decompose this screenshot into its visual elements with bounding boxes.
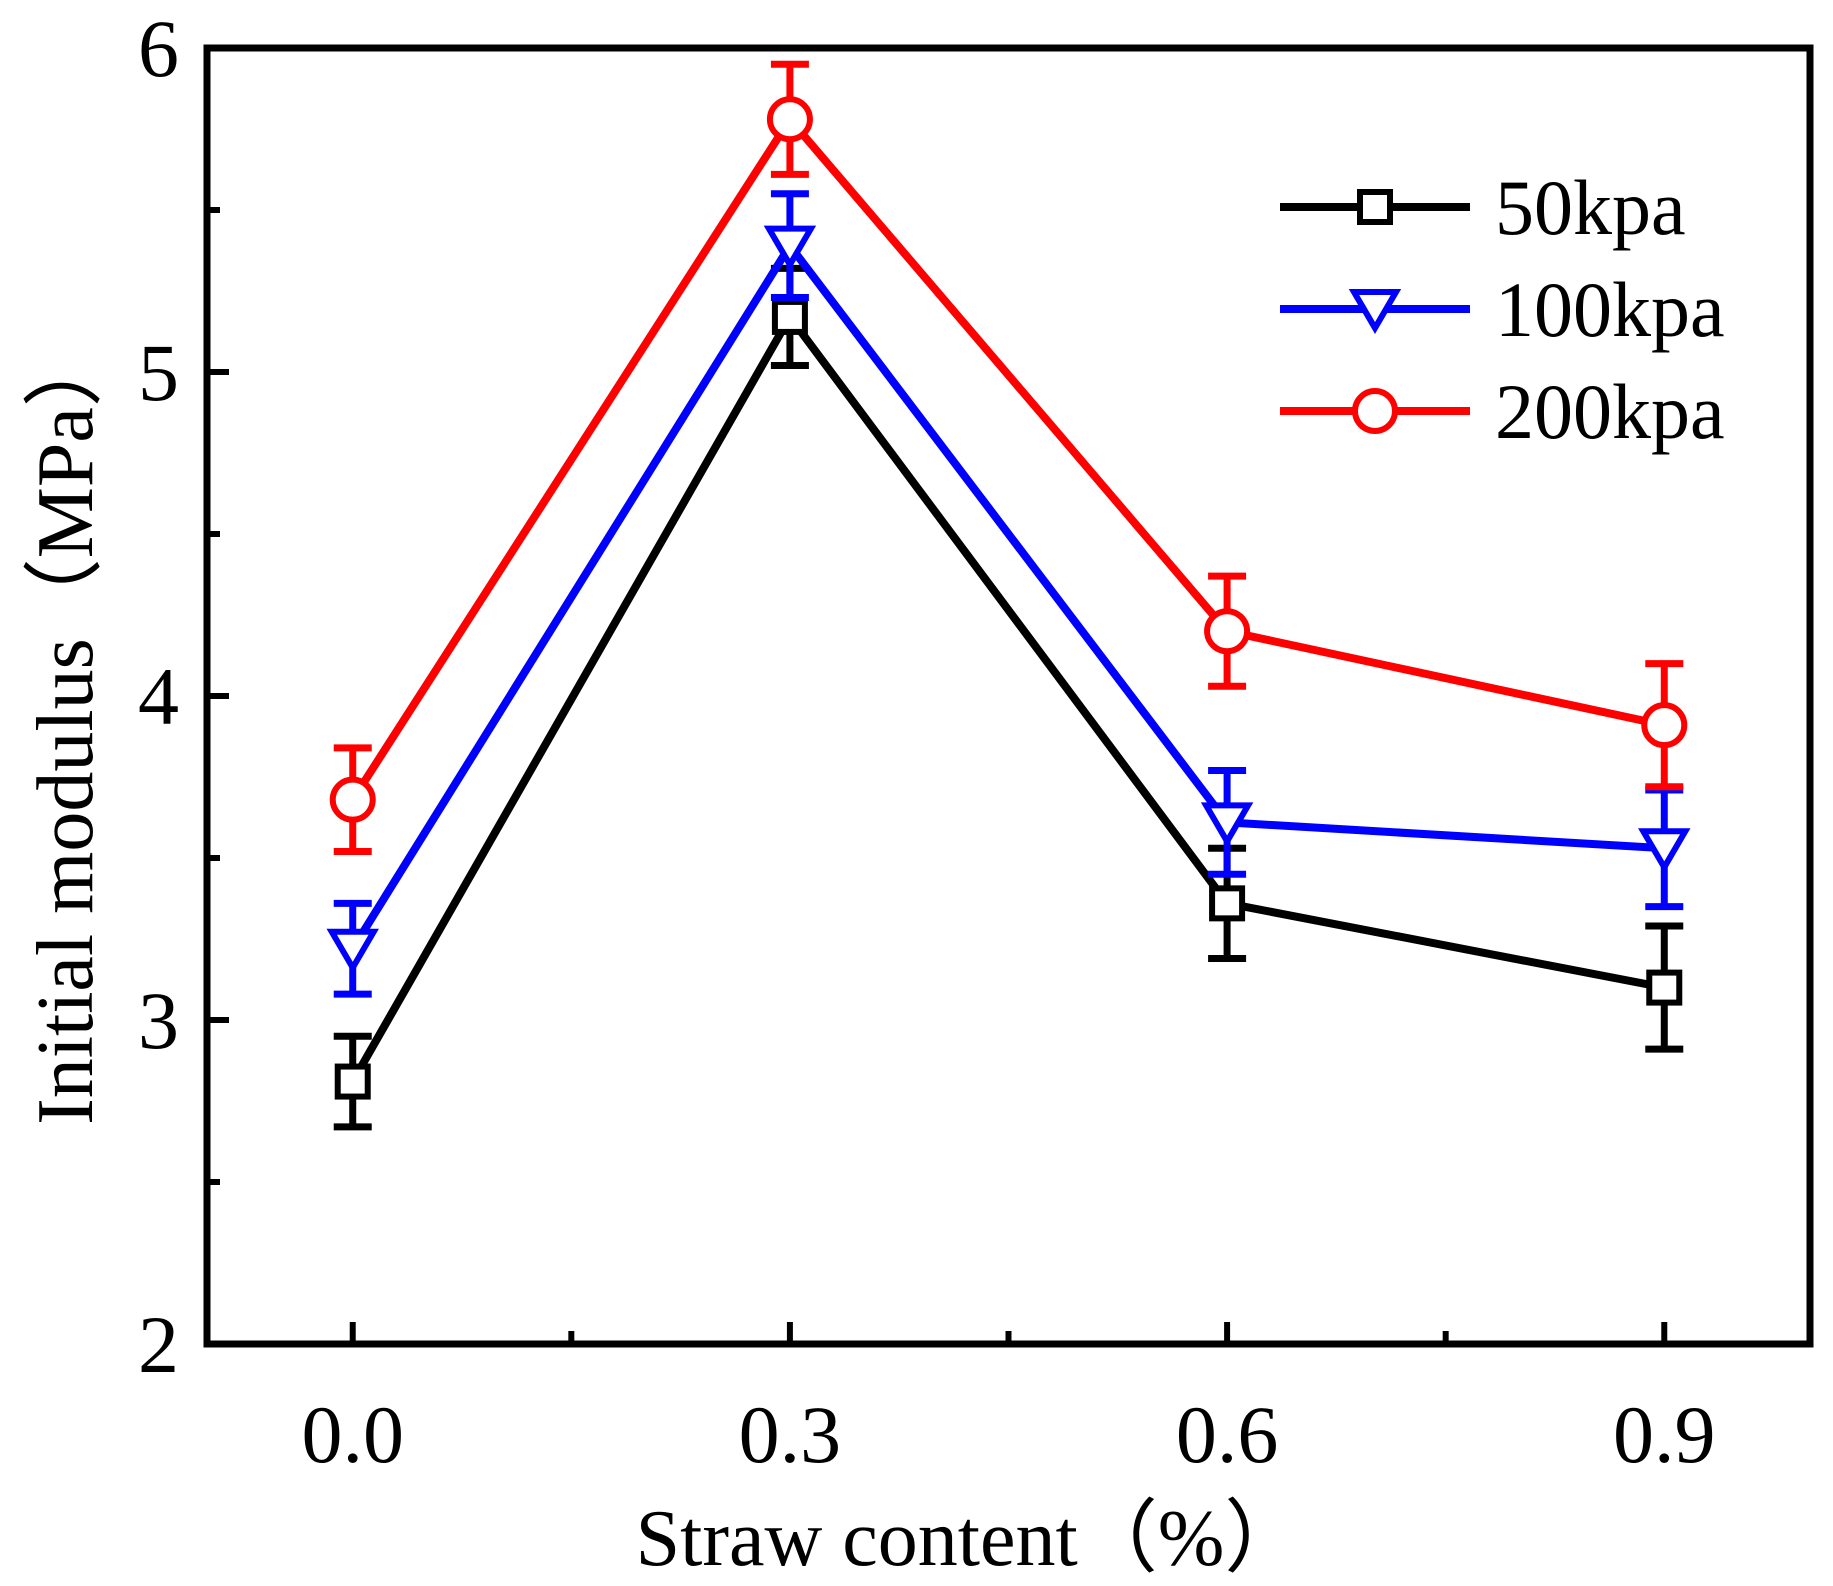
data-point-50kpa <box>334 1063 371 1100</box>
series-200kpa <box>329 60 1688 856</box>
legend-item-50kpa: 50kpa <box>1280 164 1686 251</box>
data-point-100kpa <box>1638 828 1691 874</box>
data-point-50kpa <box>1646 969 1683 1006</box>
legend-label: 50kpa <box>1495 164 1686 251</box>
legend-marker <box>1352 388 1398 434</box>
legend-item-100kpa: 100kpa <box>1280 266 1725 353</box>
series-layer <box>326 60 1691 1131</box>
data-point-50kpa <box>1209 885 1246 922</box>
x-axis-title: Straw content（%） <box>636 1495 1305 1583</box>
legend-marker <box>1357 189 1393 225</box>
y-axis-title: Initial modulus（MPa） <box>22 327 110 1125</box>
data-point-200kpa <box>766 96 813 143</box>
y-tick-label: 4 <box>138 651 179 742</box>
data-point-100kpa <box>326 928 379 974</box>
x-tick-label: 0.9 <box>1613 1389 1716 1480</box>
series-line-50kpa <box>349 309 1666 1084</box>
y-tick-label: 3 <box>138 975 179 1066</box>
series-line-100kpa <box>349 238 1665 951</box>
series-line-200kpa <box>349 112 1666 802</box>
x-tick-label: 0.0 <box>301 1389 404 1480</box>
axes: 2 3 4 5 6 0.0 0.3 0.6 0.9 <box>138 3 1814 1480</box>
data-point-50kpa <box>771 298 808 335</box>
legend-label: 200kpa <box>1495 368 1725 455</box>
legend-label: 100kpa <box>1495 266 1725 353</box>
x-tick-label: 0.6 <box>1176 1389 1279 1480</box>
data-point-100kpa <box>763 225 817 271</box>
data-point-200kpa <box>1641 702 1688 749</box>
y-tick-label: 2 <box>138 1299 179 1390</box>
series-50kpa <box>333 264 1684 1131</box>
data-point-100kpa <box>1200 802 1254 848</box>
series-100kpa <box>326 190 1691 998</box>
y-tick-label: 5 <box>138 327 179 418</box>
data-point-200kpa <box>329 776 376 823</box>
data-point-200kpa <box>1204 608 1251 655</box>
x-tick-label: 0.3 <box>739 1389 842 1480</box>
legend-marker <box>1348 289 1402 334</box>
legend: 50kpa 100kpa 200kpa <box>1280 164 1725 455</box>
y-tick-label: 6 <box>138 3 179 94</box>
legend-item-200kpa: 200kpa <box>1280 368 1725 455</box>
